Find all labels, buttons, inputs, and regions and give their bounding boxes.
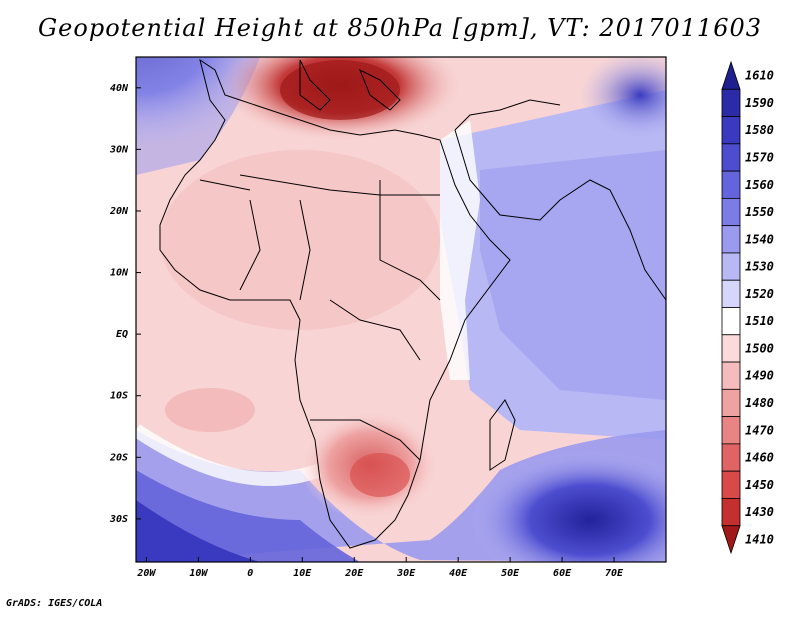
- colorbar-swatch: [721, 60, 741, 90]
- colorbar-swatch: [721, 116, 741, 145]
- colorbar-swatch: [721, 361, 741, 390]
- colorbar-level-label: 1570: [745, 150, 774, 164]
- colorbar-level-label: 1470: [745, 423, 774, 437]
- lon-tick-label: 30E: [396, 568, 416, 579]
- colorbar-level-label: 1560: [745, 178, 774, 192]
- colorbar: 1610 1590 1580 1570 1560 1550 1540 1530 1520 1510…: [721, 60, 774, 555]
- colorbar-swatch: [721, 307, 741, 336]
- colorbar-swatch: [721, 388, 741, 418]
- field-se-low: [470, 450, 666, 562]
- colorbar-level-label: 1520: [745, 287, 774, 301]
- colorbar-level-label: 1590: [745, 96, 774, 110]
- colorbar-swatch: [721, 525, 741, 555]
- colorbar-level-label: 1550: [745, 205, 774, 219]
- lon-tick-label: 50E: [501, 568, 520, 579]
- colorbar-level-label: 1530: [745, 260, 774, 274]
- lat-tick-label: 10N: [110, 268, 129, 279]
- lat-tick-label: 20N: [109, 206, 129, 217]
- map-frame: [135, 56, 667, 563]
- colorbar-swatch: [721, 279, 741, 308]
- colorbar-swatch: [721, 88, 741, 117]
- lat-tick-label: 10S: [110, 391, 128, 402]
- colorbar-level-label: 1490: [745, 369, 774, 383]
- colorbar-swatch: [721, 225, 741, 254]
- colorbar-level-label: 1480: [745, 396, 774, 410]
- lon-axis: 20W 10W 0 10E 20E 30E 40E 50E 60E 70E: [136, 557, 624, 579]
- chart-title: Geopotential Height at 850hPa [gpm], VT:…: [38, 14, 762, 42]
- lon-tick-label: 20E: [344, 568, 364, 579]
- lon-tick-label: 0: [247, 568, 253, 579]
- colorbar-level-label: 1500: [745, 341, 774, 355]
- height-field: [136, 57, 666, 562]
- field-ne-blue: [580, 57, 666, 140]
- field-east-white: [440, 120, 480, 380]
- lat-tick-label: 40N: [110, 83, 129, 94]
- colorbar-swatch: [721, 197, 741, 227]
- lon-tick-label: 70E: [605, 568, 624, 579]
- lon-tick-label: 10E: [293, 568, 312, 579]
- lon-tick-label: 40E: [449, 568, 468, 579]
- colorbar-level-label: 1510: [745, 314, 774, 328]
- colorbar-swatch: [721, 470, 741, 499]
- colorbar-level-label: 1410: [745, 532, 774, 546]
- colorbar-level-label: 1460: [745, 451, 774, 465]
- colorbar-swatch: [721, 143, 741, 172]
- lon-tick-label: 60E: [553, 568, 572, 579]
- lon-tick-label: 20W: [136, 568, 156, 579]
- colorbar-level-label: 1430: [745, 505, 774, 519]
- coastlines: [159, 58, 666, 549]
- colorbar-swatch: [721, 170, 741, 199]
- colorbar-swatch: [721, 252, 741, 281]
- lat-tick-label: 30N: [109, 144, 129, 155]
- lon-tick-label: 10W: [189, 568, 208, 579]
- colorbar-level-label: 1450: [745, 478, 774, 492]
- colorbar-level-label: 1580: [745, 123, 774, 137]
- colorbar-swatch: [721, 498, 741, 527]
- lat-axis: 40N 30N 20N 10N EQ 10S 20S 30S: [109, 83, 141, 525]
- colorbar-level-label: 1610: [745, 69, 774, 83]
- colorbar-level-label: 1540: [745, 232, 774, 246]
- lat-tick-label: EQ: [116, 329, 128, 340]
- colorbar-swatch: [721, 334, 741, 363]
- colorbar-swatch: [721, 443, 741, 472]
- lat-tick-label: 30S: [109, 514, 128, 525]
- credit-label: GrADS: IGES/COLA: [6, 598, 103, 609]
- lat-tick-label: 20S: [109, 452, 128, 463]
- field-east-blue-core: [480, 150, 666, 400]
- field-sw-deep: [136, 500, 260, 562]
- colorbar-swatch: [721, 416, 741, 445]
